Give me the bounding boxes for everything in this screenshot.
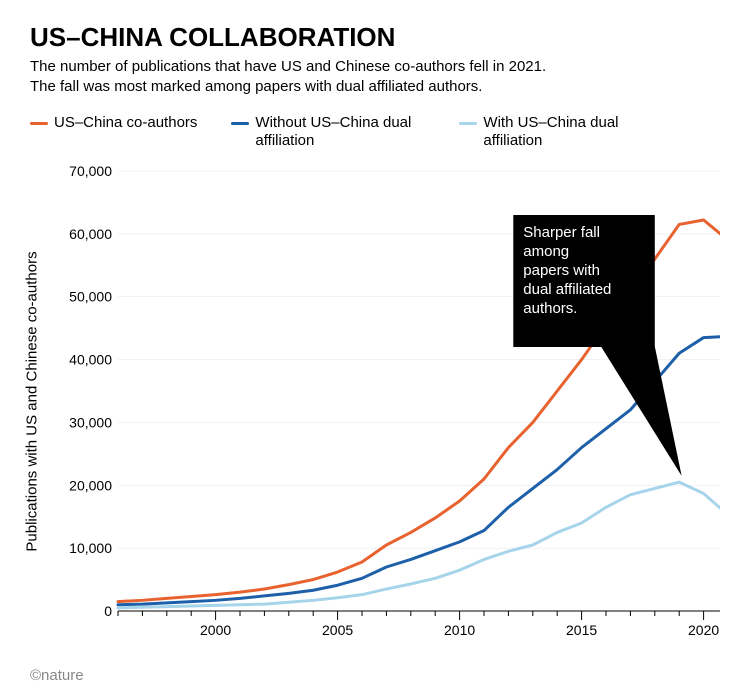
legend-label: Without US–China dual affiliation	[255, 114, 425, 152]
svg-text:70,000: 70,000	[69, 163, 112, 179]
svg-text:60,000: 60,000	[69, 226, 112, 242]
y-axis-label: Publications with US and Chinese co-auth…	[22, 161, 42, 641]
subtitle-line1: The number of publications that have US …	[30, 58, 546, 75]
svg-text:50,000: 50,000	[69, 289, 112, 305]
svg-text:20,000: 20,000	[69, 477, 112, 493]
legend-item: Without US–China dual affiliation	[231, 114, 425, 152]
svg-text:0: 0	[104, 603, 112, 619]
series-line	[118, 482, 720, 608]
svg-text:30,000: 30,000	[69, 414, 112, 430]
annotation-text: among	[523, 243, 569, 260]
source-credit: ©nature	[30, 667, 84, 684]
legend: US–China co-authors Without US–China dua…	[30, 114, 721, 152]
legend-swatch	[459, 122, 477, 125]
legend-swatch	[30, 122, 48, 125]
legend-label: With US–China dual affiliation	[483, 114, 653, 152]
svg-text:2020: 2020	[688, 622, 719, 638]
svg-text:40,000: 40,000	[69, 352, 112, 368]
svg-text:2005: 2005	[322, 622, 353, 638]
chart: Publications with US and Chinese co-auth…	[30, 161, 721, 641]
chart-title: US–CHINA COLLABORATION	[30, 22, 721, 53]
legend-item: US–China co-authors	[30, 114, 197, 152]
chart-subtitle: The number of publications that have US …	[30, 57, 721, 98]
svg-text:2015: 2015	[566, 622, 597, 638]
legend-label: US–China co-authors	[54, 114, 197, 133]
subtitle-line2: The fall was most marked among papers wi…	[30, 78, 482, 95]
annotation-text: papers with	[523, 262, 600, 279]
legend-item: With US–China dual affiliation	[459, 114, 653, 152]
chart-svg: 0 10,000 20,000 30,000 40,000 50,000 60,000 70,…	[60, 161, 720, 641]
legend-swatch	[231, 122, 249, 125]
svg-text:10,000: 10,000	[69, 540, 112, 556]
svg-text:2010: 2010	[444, 622, 475, 638]
annotation-text: authors.	[523, 300, 577, 317]
svg-text:2000: 2000	[200, 622, 231, 638]
annotation-text: dual affiliated	[523, 281, 611, 298]
annotation-text: Sharper fall	[523, 224, 600, 241]
